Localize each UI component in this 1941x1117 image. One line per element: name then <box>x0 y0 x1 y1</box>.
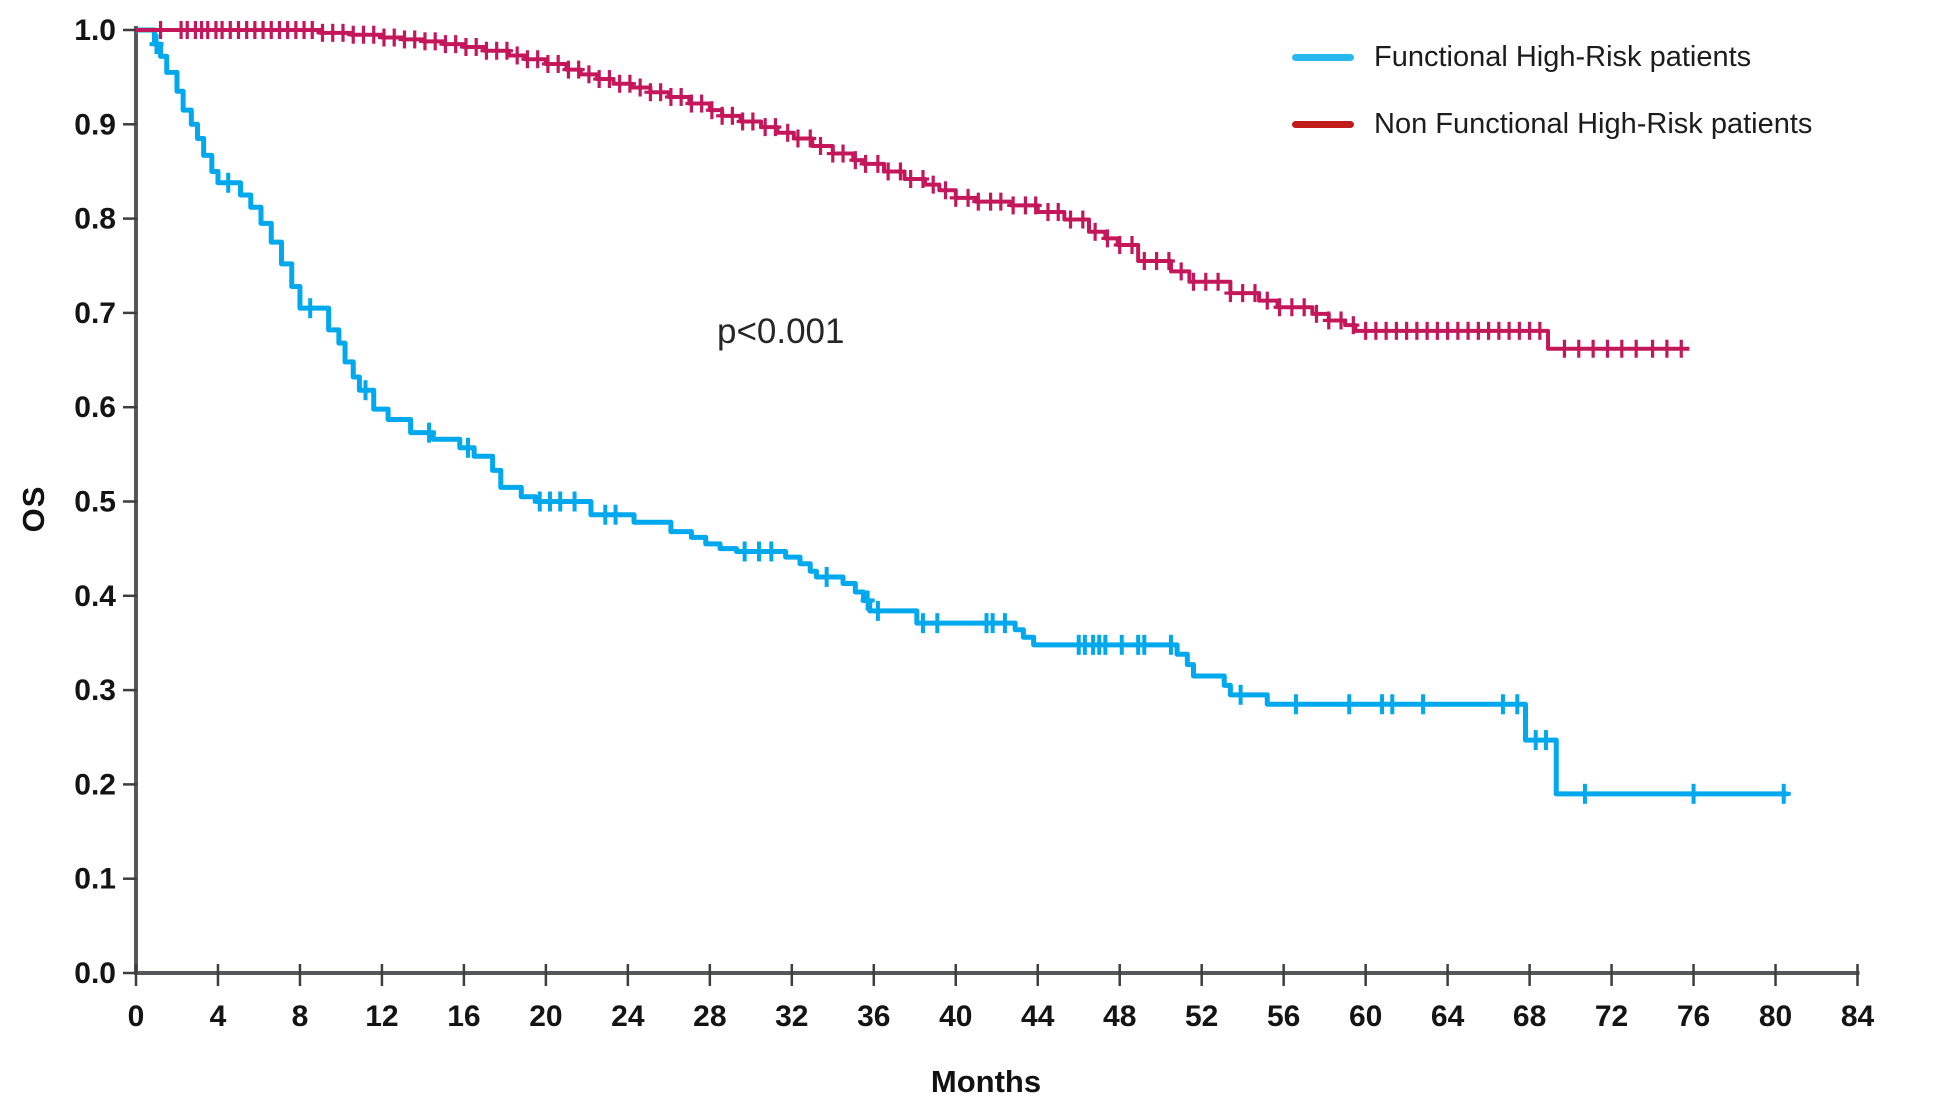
y-tick-label: 0.8 <box>74 203 116 236</box>
km-curve-functional-high-risk <box>136 27 1788 797</box>
x-tick-label: 20 <box>529 1000 562 1033</box>
y-tick-label: 0.4 <box>74 580 116 613</box>
legend-label-nonfunctional: Non Functional High-Risk patients <box>1374 107 1813 140</box>
y-tick-label: 0.6 <box>74 391 116 424</box>
x-tick-label: 80 <box>1759 1000 1792 1033</box>
x-tick-label: 24 <box>611 1000 645 1033</box>
x-tick-label: 56 <box>1267 1000 1300 1033</box>
x-tick-label: 52 <box>1185 1000 1218 1033</box>
x-tick-label: 16 <box>447 1000 480 1033</box>
y-axis-title: OS <box>16 485 51 533</box>
x-tick-label: 72 <box>1595 1000 1628 1033</box>
x-tick-label: 44 <box>1021 1000 1055 1033</box>
x-tick-label: 0 <box>128 1000 145 1033</box>
legend: Functional High-Risk patients Non Functi… <box>1292 40 1812 141</box>
y-tick-label: 0.7 <box>74 297 116 330</box>
y-tick-label: 0.5 <box>74 486 116 519</box>
y-tick-label: 0.2 <box>74 768 116 801</box>
x-tick-label: 68 <box>1513 1000 1546 1033</box>
x-tick-label: 84 <box>1841 1000 1875 1033</box>
x-axis-title: Months <box>930 1064 1042 1099</box>
x-tick-label: 36 <box>857 1000 890 1033</box>
p-value-annotation: p<0.001 <box>717 312 845 351</box>
legend-swatch-functional <box>1292 53 1354 61</box>
x-tick-label: 48 <box>1103 1000 1136 1033</box>
legend-item-nonfunctional: Non Functional High-Risk patients <box>1292 107 1812 141</box>
x-tick-label: 60 <box>1349 1000 1382 1033</box>
y-tick-label: 0.0 <box>74 957 116 990</box>
x-tick-label: 8 <box>292 1000 309 1033</box>
x-tick-label: 4 <box>210 1000 227 1033</box>
legend-label-functional: Functional High-Risk patients <box>1374 40 1752 73</box>
legend-item-functional: Functional High-Risk patients <box>1292 40 1812 74</box>
y-tick-label: 0.9 <box>74 108 116 141</box>
y-tick-label: 1.0 <box>74 14 116 47</box>
y-tick-label: 0.1 <box>74 863 116 896</box>
x-tick-label: 32 <box>775 1000 808 1033</box>
x-tick-label: 12 <box>365 1000 398 1033</box>
x-tick-label: 28 <box>693 1000 726 1033</box>
y-tick-label: 0.3 <box>74 674 116 707</box>
legend-swatch-nonfunctional <box>1292 120 1354 128</box>
x-tick-label: 40 <box>939 1000 972 1033</box>
x-tick-label: 76 <box>1677 1000 1710 1033</box>
x-tick-label: 64 <box>1431 1000 1465 1033</box>
